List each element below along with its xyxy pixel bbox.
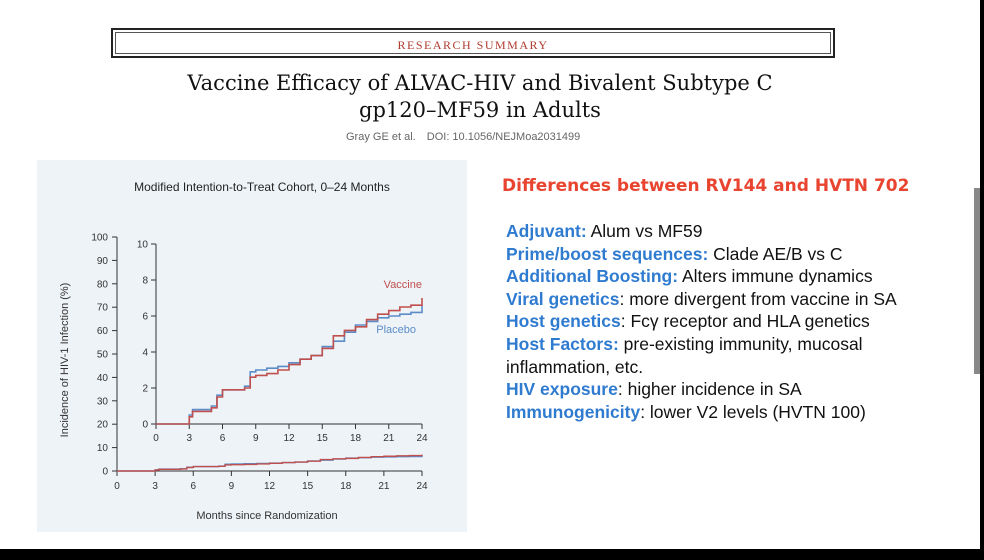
citation-authors: Gray GE et al. [346,131,416,143]
main-x-tick-label: 3 [152,481,158,492]
difference-key: Host genetics [506,311,621,332]
difference-key: Viral genetics [506,288,620,309]
differences-heading: Differences between RV144 and HVTN 702 [502,176,910,196]
inset-y-tick-label: 6 [142,312,148,323]
difference-text: : more divergent from vaccine in SA [619,288,897,309]
inset-x-tick-label: 15 [317,433,329,444]
main-y-tick-label: 40 [97,373,109,384]
main-y-tick-label: 60 [97,326,109,337]
citation-doi: DOI: 10.1056/NEJMoa2031499 [426,131,581,143]
main-y-tick-label: 30 [97,396,109,407]
difference-key: Host Factors: [506,333,619,354]
chart-title: Modified Intention-to-Treat Cohort, 0–24… [134,180,390,194]
inset-x-tick-label: 21 [383,433,395,444]
main-x-tick-label: 0 [114,481,120,492]
inset-x-tick-label: 0 [153,433,159,444]
title-line-1: Vaccine Efficacy of ALVAC-HIV and Bivale… [187,71,773,95]
main-x-tick-label: 21 [378,481,390,492]
difference-item: Additional Boosting: Alters immune dynam… [506,265,946,288]
main-y-tick-label: 0 [102,467,108,478]
main-x-tick-label: 15 [302,481,314,492]
main-y-tick-label: 100 [91,233,108,244]
inset-x-tick-label: 9 [253,433,259,444]
chart-y-axis-label: Incidence of HIV-1 Infection (%) [59,283,71,438]
main-y-tick-label: 50 [97,350,109,361]
difference-text: Alters immune dynamics [678,266,873,287]
difference-key: Adjuvant: [506,221,587,241]
difference-text: pre-existing immunity, mucosal inflammat… [506,333,863,377]
incidence-chart: Modified Intention-to-Treat Cohort, 0–24… [37,160,467,532]
legend-placebo: Placebo [376,324,416,336]
difference-key: Immunogenicity [506,401,641,422]
chart-background [37,160,467,532]
inset-y-tick-label: 2 [142,384,148,395]
inset-x-tick-label: 6 [220,433,226,444]
difference-text: Clade AE/B vs C [708,243,843,264]
main-x-tick-label: 9 [229,481,235,492]
page-title: Vaccine Efficacy of ALVAC-HIV and Bivale… [150,70,810,124]
main-x-tick-label: 24 [416,481,428,492]
citation: Gray GE et al. DOI: 10.1056/NEJMoa203149… [346,131,580,143]
inset-y-tick-label: 0 [142,420,148,431]
inset-series-vaccine [156,298,423,425]
difference-text: Alum vs MF59 [586,221,703,241]
slide: RESEARCH SUMMARY Vaccine Efficacy of ALV… [0,0,980,549]
difference-text: : Fcγ receptor and HLA genetics [620,311,870,332]
main-y-tick-label: 20 [97,420,109,431]
differences-list: Adjuvant: Alum vs MF59 Prime/boost sequen… [506,220,946,423]
chart-x-axis-label: Months since Randomization [196,510,337,522]
main-x-tick-label: 12 [264,481,276,492]
main-y-tick-label: 70 [97,303,109,314]
research-summary-banner: RESEARCH SUMMARY [111,28,835,58]
main-y-tick-label: 80 [97,279,109,290]
difference-key: Additional Boosting: [506,266,679,287]
main-y-tick-label: 90 [97,256,109,267]
difference-item: Host genetics: Fcγ receptor and HLA gene… [506,310,946,333]
difference-item: Viral genetics: more divergent from vacc… [506,288,946,311]
difference-item: Adjuvant: Alum vs MF59 [506,220,946,243]
main-series-vaccine [117,454,423,472]
inset-y-tick-label: 8 [142,276,148,287]
inset-y-tick-label: 10 [137,240,149,251]
main-y-tick-label: 10 [97,443,109,454]
difference-item: Prime/boost sequences: Clade AE/B vs C [506,243,946,266]
window-edge-strip [974,188,980,374]
difference-item: Immunogenicity: lower V2 levels (HVTN 10… [506,401,946,424]
difference-text: : lower V2 levels (HVTN 100) [640,401,866,422]
inset-y-tick-label: 4 [142,348,148,359]
difference-item: Host Factors: pre-existing immunity, muc… [506,333,946,378]
difference-key: HIV exposure [506,379,618,400]
difference-text: : higher incidence in SA [617,379,802,400]
inset-x-tick-label: 18 [350,433,362,444]
inset-series-placebo [156,305,423,425]
inset-x-tick-label: 12 [283,433,295,444]
legend-vaccine: Vaccine [384,279,422,291]
title-line-2: gp120–MF59 in Adults [359,98,601,122]
inset-x-tick-label: 3 [186,433,192,444]
inset-x-tick-label: 24 [416,433,428,444]
research-summary-label: RESEARCH SUMMARY [397,38,549,52]
difference-key: Prime/boost sequences: [506,243,709,264]
main-x-tick-label: 6 [190,481,196,492]
difference-item: HIV exposure: higher incidence in SA [506,378,946,401]
main-x-tick-label: 18 [340,481,352,492]
